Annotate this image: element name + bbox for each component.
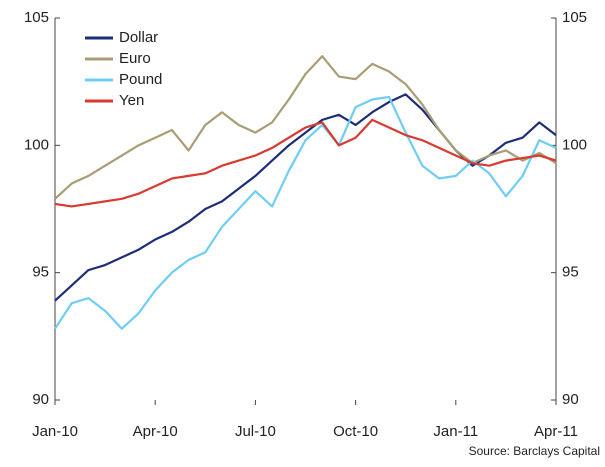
x-tick-label: Jan-11 bbox=[433, 423, 478, 440]
legend-label: Yen bbox=[119, 92, 144, 109]
x-tick-label: Oct-10 bbox=[333, 423, 378, 440]
x-tick-label: Apr-11 bbox=[534, 423, 578, 440]
series-line bbox=[54, 95, 557, 330]
x-tick-label: Jan-10 bbox=[32, 423, 78, 440]
y2-tick-label: 105 bbox=[562, 9, 587, 26]
y2-tick-label: 100 bbox=[562, 136, 587, 153]
legend-label: Euro bbox=[119, 50, 151, 67]
x-tick-label: Jul-10 bbox=[235, 423, 276, 440]
y-tick-label: 95 bbox=[32, 264, 49, 281]
source-note: Source: Barclays Capital bbox=[469, 444, 600, 458]
y2-tick-label: 95 bbox=[562, 264, 579, 281]
y-tick-label: 105 bbox=[24, 9, 49, 26]
y-tick-label: 100 bbox=[24, 136, 49, 153]
legend-label: Dollar bbox=[119, 29, 158, 46]
series-line bbox=[54, 118, 557, 208]
series-line bbox=[54, 93, 557, 302]
legend-label: Pound bbox=[119, 71, 162, 88]
y-tick-label: 90 bbox=[32, 391, 49, 408]
y2-tick-label: 90 bbox=[562, 391, 579, 408]
x-tick-label: Apr-10 bbox=[133, 423, 178, 440]
